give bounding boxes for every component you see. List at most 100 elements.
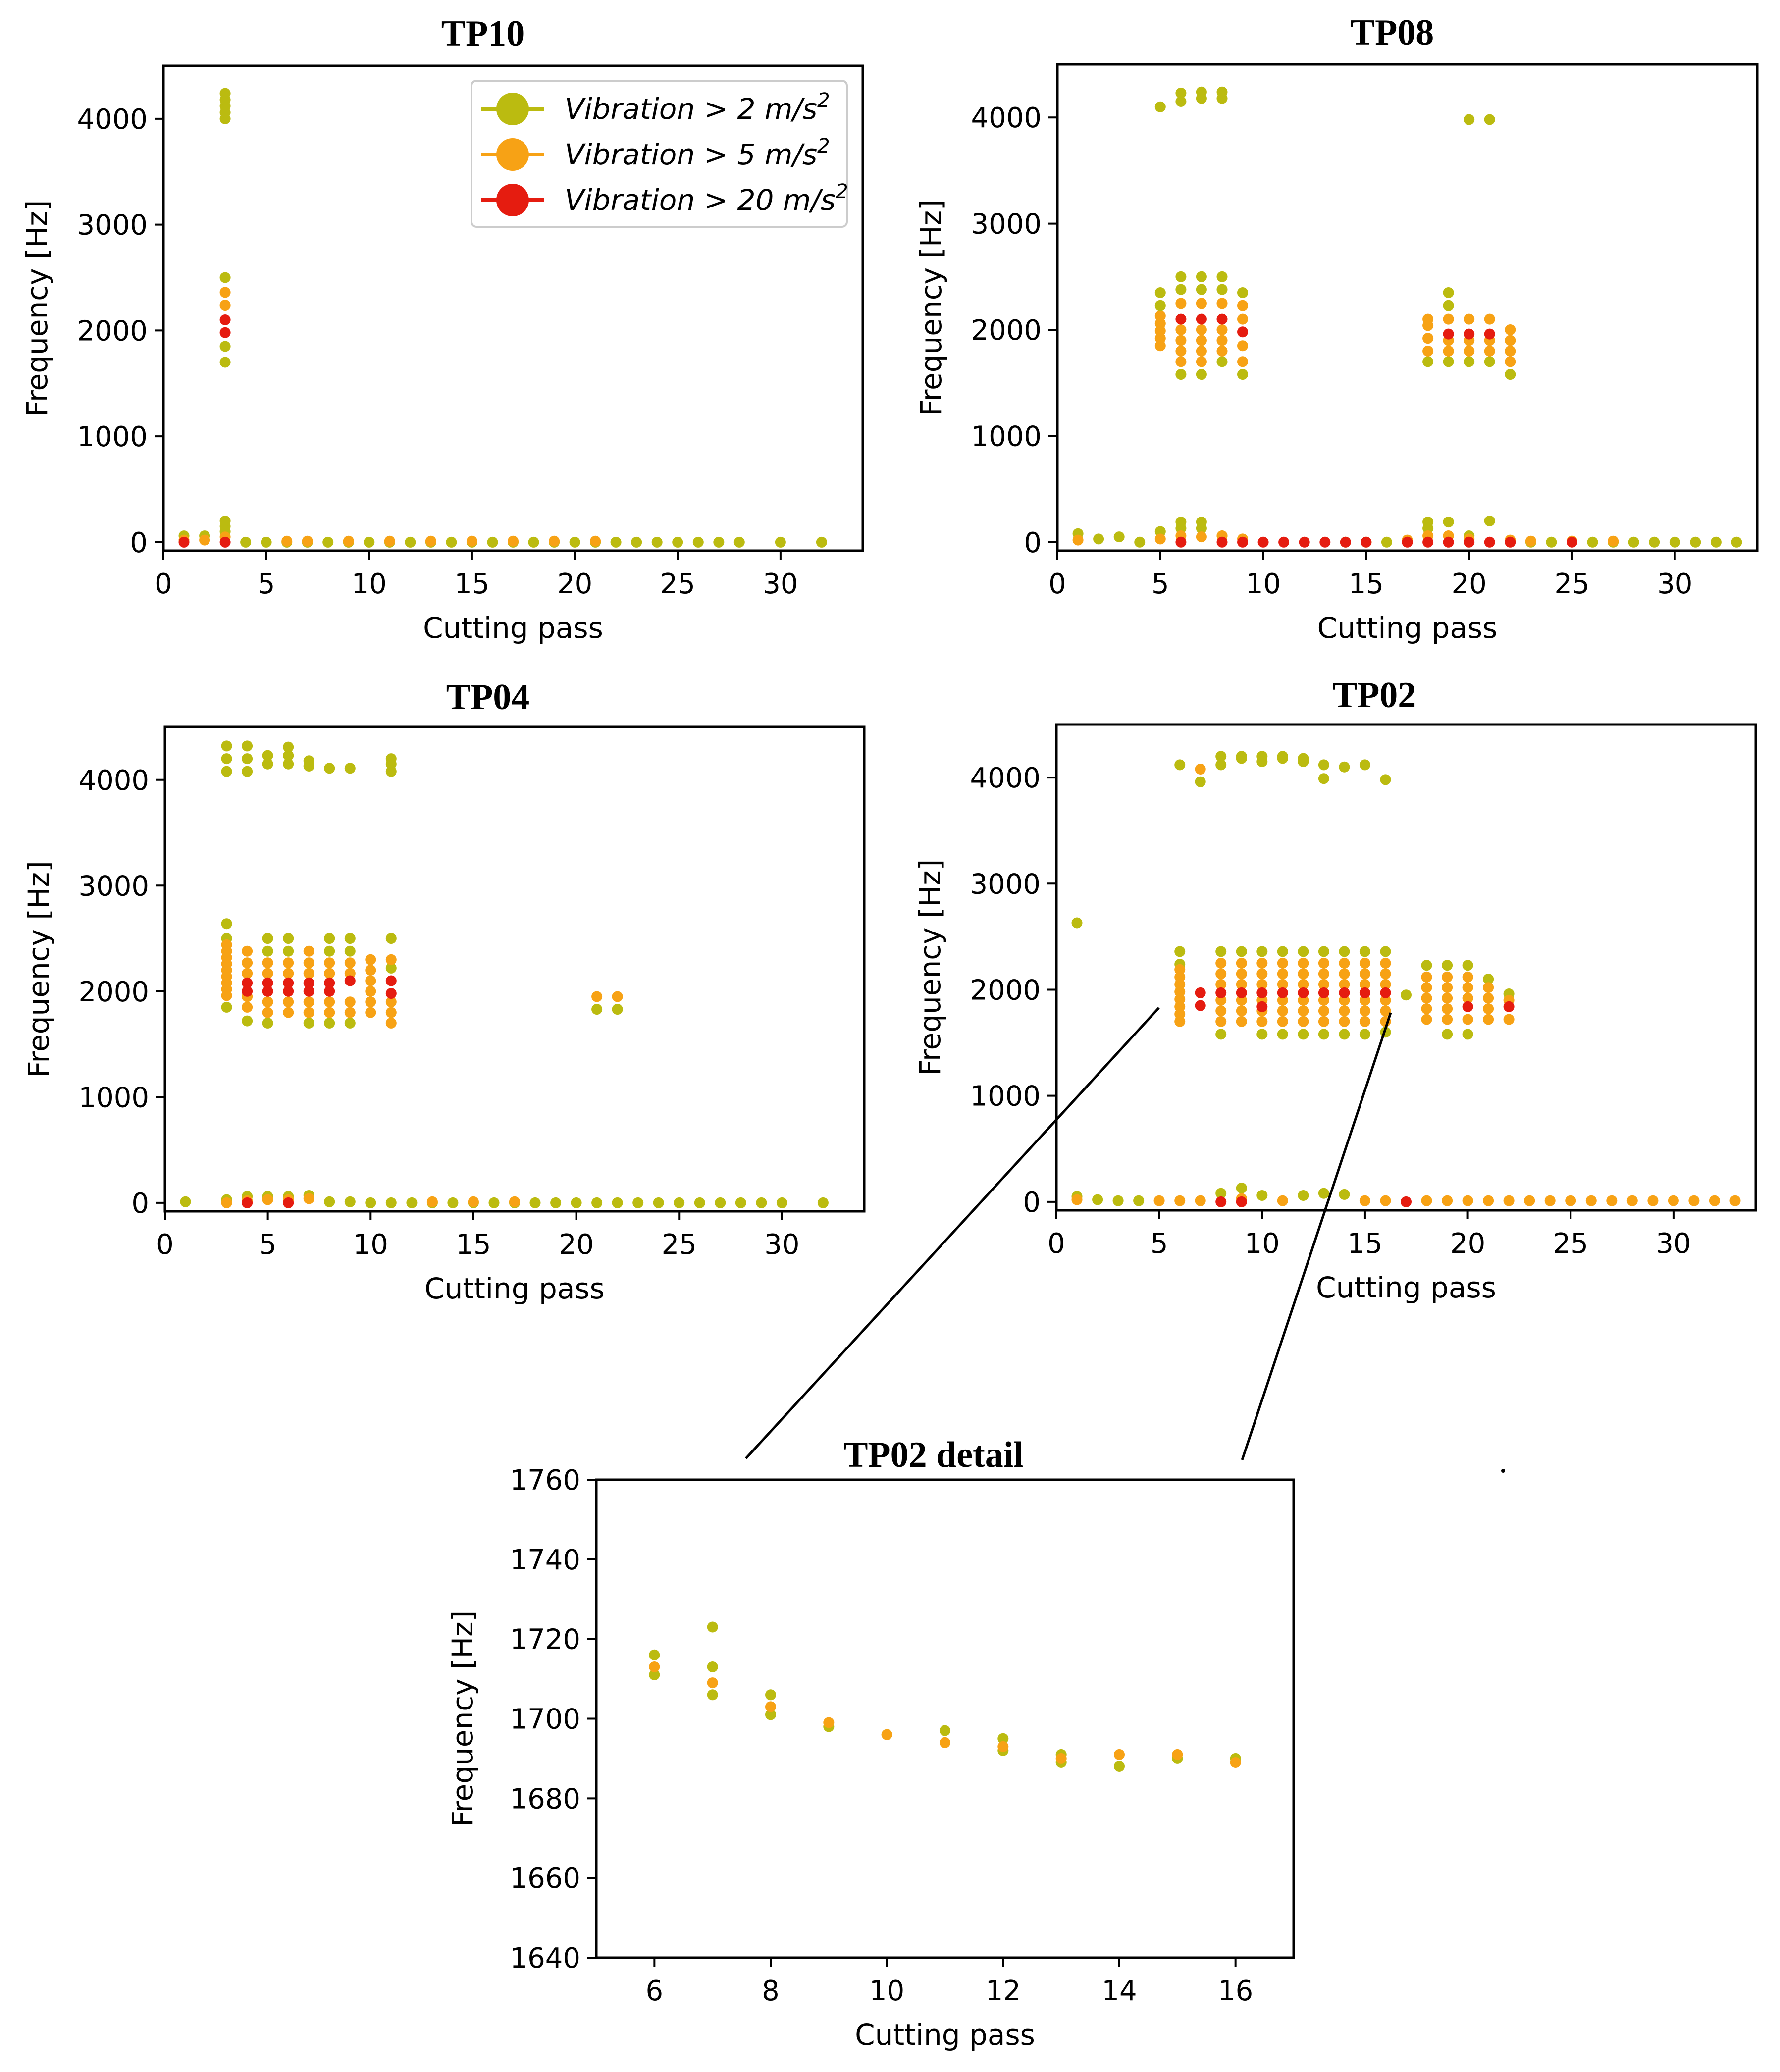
data-point — [1236, 1016, 1247, 1027]
data-point — [590, 535, 601, 547]
x-tick-label: 25 — [1553, 1228, 1588, 1260]
data-point — [262, 750, 273, 761]
data-point — [1256, 946, 1268, 957]
data-point — [823, 1717, 835, 1728]
data-point — [1237, 287, 1248, 298]
data-point — [240, 536, 252, 548]
data-point — [765, 1689, 776, 1701]
data-point — [1503, 1195, 1515, 1206]
data-point — [365, 954, 376, 965]
data-point — [1216, 356, 1228, 367]
data-point — [1359, 1005, 1370, 1017]
x-tick-label: 15 — [456, 1229, 491, 1261]
data-point — [1339, 1029, 1350, 1040]
data-point — [1339, 968, 1350, 980]
data-point — [1277, 1029, 1288, 1040]
data-point — [1729, 1195, 1741, 1206]
data-point — [756, 1197, 767, 1208]
data-point — [881, 1729, 892, 1740]
data-point — [1196, 356, 1207, 367]
data-point — [1298, 1029, 1309, 1040]
data-point — [283, 933, 294, 944]
x-tick-label: 5 — [1151, 1228, 1168, 1260]
data-point — [735, 1197, 746, 1208]
data-point — [1175, 536, 1187, 548]
data-point — [1236, 979, 1247, 990]
data-point — [591, 1197, 603, 1208]
data-point — [1380, 968, 1391, 980]
data-point — [303, 985, 314, 997]
data-point — [1153, 1195, 1165, 1206]
zoom-connector-left — [745, 1007, 1160, 1459]
plot-title: TP10 — [441, 13, 525, 54]
x-tick-label: 30 — [763, 568, 798, 600]
data-point — [283, 945, 294, 957]
data-point — [385, 975, 397, 986]
x-tick-label: 0 — [155, 568, 172, 600]
data-point — [1483, 992, 1494, 1004]
data-point — [1175, 87, 1187, 99]
data-point — [221, 1001, 232, 1013]
data-point — [219, 536, 231, 548]
x-axis-label: Cutting pass — [424, 1272, 605, 1305]
data-point — [1443, 517, 1454, 528]
data-point — [344, 975, 356, 986]
data-point — [365, 975, 376, 986]
data-point — [219, 300, 231, 311]
data-point — [612, 991, 623, 1002]
subplot-tp04: 0 5 10 15 20 25 30 0 1000 2000 3000 4000 TP04 Cutting… — [22, 677, 866, 1305]
data-point — [1256, 751, 1268, 762]
data-point — [1380, 1195, 1391, 1206]
x-tick-label: 0 — [1047, 1228, 1065, 1260]
data-point — [406, 1197, 418, 1208]
data-point — [1195, 764, 1206, 775]
data-point — [385, 988, 397, 999]
data-point — [1318, 979, 1329, 990]
y-tick-label: 3000 — [971, 208, 1042, 241]
data-point — [1154, 300, 1166, 311]
data-point — [405, 536, 416, 548]
data-point — [1359, 979, 1370, 990]
data-point — [1298, 946, 1309, 957]
data-point — [1298, 1016, 1309, 1027]
data-point — [1422, 356, 1434, 367]
data-point — [1175, 345, 1187, 357]
data-point — [1237, 300, 1248, 311]
data-point — [446, 536, 457, 548]
data-point — [571, 1197, 582, 1208]
data-point — [550, 1197, 562, 1208]
data-point — [707, 1621, 718, 1633]
data-point — [940, 1725, 950, 1736]
data-point — [1422, 345, 1434, 357]
zoom-connector-right — [1241, 1012, 1392, 1460]
data-point — [324, 985, 335, 997]
data-point — [1462, 960, 1473, 971]
data-point — [1196, 531, 1207, 543]
data-point — [242, 753, 253, 765]
x-tick-label: 10 — [352, 568, 387, 600]
data-point — [1154, 533, 1166, 545]
data-point — [303, 957, 314, 969]
data-point — [1443, 356, 1454, 367]
data-point — [1318, 957, 1329, 969]
x-tick-label: 20 — [559, 1229, 594, 1261]
data-point — [1318, 1029, 1329, 1040]
plot-title: TP08 — [1351, 12, 1434, 53]
data-point — [1442, 1029, 1453, 1040]
data-point — [1339, 979, 1350, 990]
data-point — [1237, 369, 1248, 380]
data-point — [1257, 536, 1269, 548]
data-point — [1359, 946, 1370, 957]
data-point — [997, 1741, 1009, 1752]
x-tick-label: 20 — [1450, 1228, 1485, 1260]
points-tp08 — [1072, 86, 1742, 548]
data-point — [344, 957, 356, 969]
data-point — [283, 741, 294, 753]
y-tick-label: 2000 — [78, 976, 149, 1008]
data-point — [649, 1661, 660, 1672]
data-point — [219, 272, 231, 283]
legend-entry-5: Vibration > 5 m/s2 — [481, 135, 830, 171]
y-tick-label: 2000 — [970, 974, 1041, 1006]
data-point — [1462, 1014, 1473, 1025]
x-tick-label: 25 — [1554, 568, 1589, 600]
